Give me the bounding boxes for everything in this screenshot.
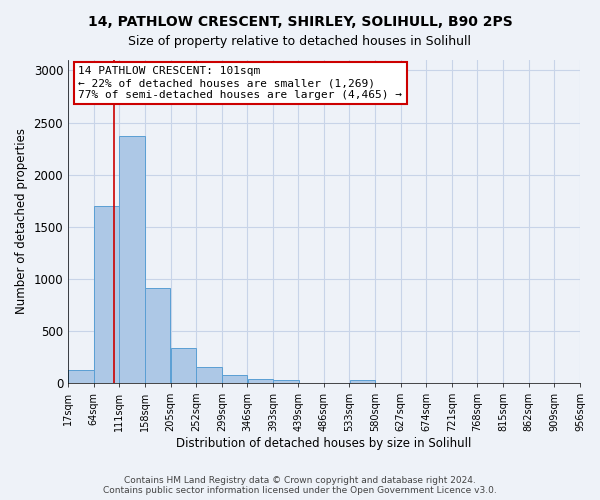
Bar [248, 379, 273, 383]
Text: Contains HM Land Registry data © Crown copyright and database right 2024.
Contai: Contains HM Land Registry data © Crown c… [103, 476, 497, 495]
Bar [145, 288, 170, 383]
Y-axis label: Number of detached properties: Number of detached properties [15, 128, 28, 314]
Text: Size of property relative to detached houses in Solihull: Size of property relative to detached ho… [128, 35, 472, 48]
Bar [196, 368, 221, 383]
Bar [119, 136, 145, 383]
Bar [170, 348, 196, 383]
Bar [350, 380, 375, 383]
Text: 14 PATHLOW CRESCENT: 101sqm
← 22% of detached houses are smaller (1,269)
77% of : 14 PATHLOW CRESCENT: 101sqm ← 22% of det… [78, 66, 402, 100]
Bar [273, 380, 299, 383]
X-axis label: Distribution of detached houses by size in Solihull: Distribution of detached houses by size … [176, 437, 472, 450]
Bar [68, 370, 94, 383]
Bar [222, 375, 247, 383]
Text: 14, PATHLOW CRESCENT, SHIRLEY, SOLIHULL, B90 2PS: 14, PATHLOW CRESCENT, SHIRLEY, SOLIHULL,… [88, 15, 512, 29]
Bar [94, 206, 119, 383]
